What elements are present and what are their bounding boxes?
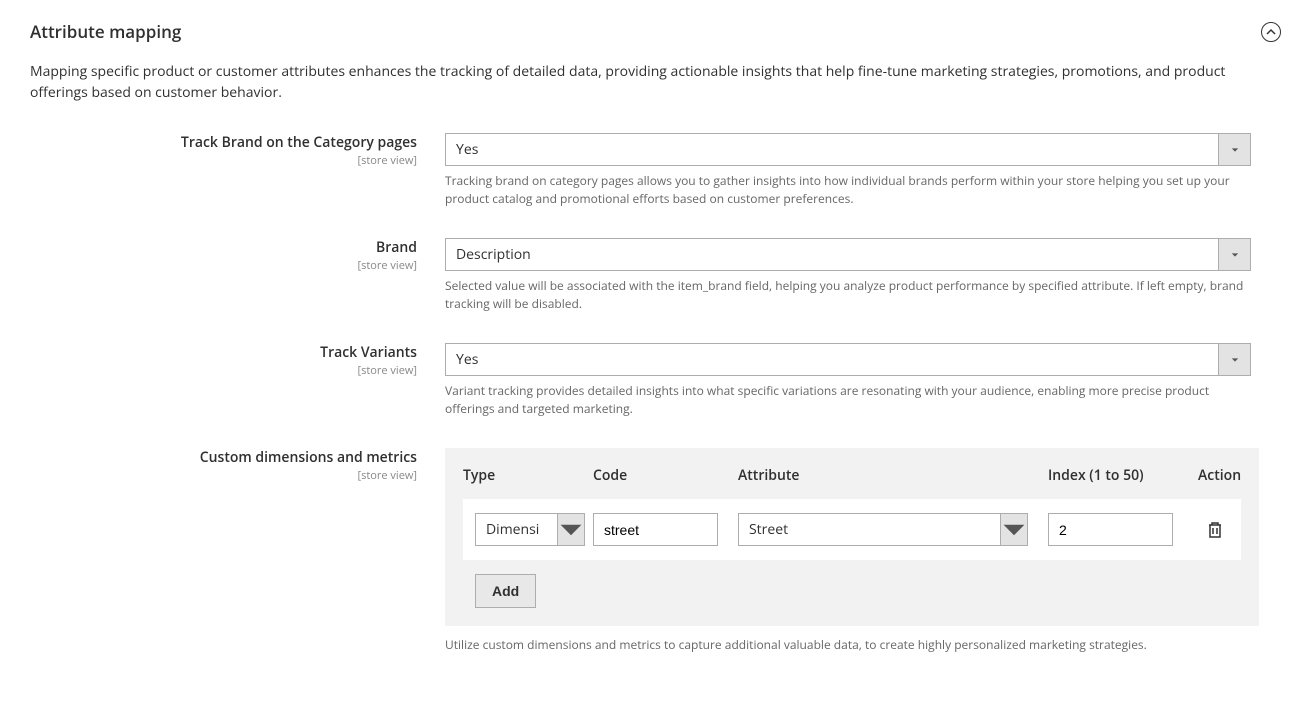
field-label-col: Custom dimensions and metrics [store vie… xyxy=(30,448,445,654)
col-header-action: Action xyxy=(1198,466,1241,485)
select-value: Street xyxy=(738,513,1000,546)
section-description: Mapping specific product or customer att… xyxy=(30,61,1281,103)
field-brand: Brand [store view] Description Selected … xyxy=(30,238,1281,313)
field-help: Utilize custom dimensions and metrics to… xyxy=(445,636,1259,654)
section-title: Attribute mapping xyxy=(30,20,181,43)
row-type-select[interactable]: Dimensi xyxy=(475,513,585,546)
collapse-toggle[interactable] xyxy=(1261,22,1281,42)
field-track-variants: Track Variants [store view] Yes Variant … xyxy=(30,343,1281,418)
chevron-down-icon xyxy=(1000,513,1028,546)
field-label-col: Track Brand on the Category pages [store… xyxy=(30,133,445,208)
add-button[interactable]: Add xyxy=(475,574,536,608)
field-control-col: Description Selected value will be assoc… xyxy=(445,238,1281,313)
custom-dims-container: Type Code Attribute Index (1 to 50) Acti… xyxy=(445,448,1259,626)
field-label: Track Brand on the Category pages xyxy=(30,133,417,152)
field-help: Variant tracking provides detailed insig… xyxy=(445,382,1251,418)
select-value: Yes xyxy=(445,343,1218,376)
custom-dims-header: Type Code Attribute Index (1 to 50) Acti… xyxy=(463,466,1241,499)
track-variants-select[interactable]: Yes xyxy=(445,343,1251,376)
field-control-col: Type Code Attribute Index (1 to 50) Acti… xyxy=(445,448,1289,654)
field-track-brand: Track Brand on the Category pages [store… xyxy=(30,133,1281,208)
field-control-col: Yes Tracking brand on category pages all… xyxy=(445,133,1281,208)
field-scope: [store view] xyxy=(30,363,417,378)
chevron-down-icon xyxy=(1218,343,1251,376)
field-label: Brand xyxy=(30,238,417,257)
field-help: Selected value will be associated with t… xyxy=(445,277,1251,313)
row-code-input[interactable] xyxy=(593,513,718,546)
col-header-code: Code xyxy=(593,466,738,485)
col-header-type: Type xyxy=(463,466,593,485)
field-label-col: Track Variants [store view] xyxy=(30,343,445,418)
field-control-col: Yes Variant tracking provides detailed i… xyxy=(445,343,1281,418)
col-header-attribute: Attribute xyxy=(738,466,1048,485)
trash-icon xyxy=(1207,521,1223,539)
field-label: Track Variants xyxy=(30,343,417,362)
chevron-down-icon xyxy=(1218,238,1251,271)
chevron-down-icon xyxy=(1218,133,1251,166)
field-scope: [store view] xyxy=(30,468,417,483)
chevron-down-icon xyxy=(557,513,585,546)
field-scope: [store view] xyxy=(30,153,417,168)
custom-dims-row: Dimensi Street xyxy=(463,499,1241,560)
field-custom-dims: Custom dimensions and metrics [store vie… xyxy=(30,448,1281,654)
select-value: Yes xyxy=(445,133,1218,166)
section-header: Attribute mapping xyxy=(30,20,1281,43)
add-row: Add xyxy=(463,560,1241,608)
col-header-index: Index (1 to 50) xyxy=(1048,466,1198,485)
track-brand-select[interactable]: Yes xyxy=(445,133,1251,166)
field-label-col: Brand [store view] xyxy=(30,238,445,313)
field-label: Custom dimensions and metrics xyxy=(30,448,417,467)
select-value: Description xyxy=(445,238,1218,271)
brand-select[interactable]: Description xyxy=(445,238,1251,271)
select-value: Dimensi xyxy=(475,513,557,546)
field-scope: [store view] xyxy=(30,258,417,273)
chevron-up-icon xyxy=(1266,27,1276,37)
delete-row-button[interactable] xyxy=(1207,521,1223,539)
row-attribute-select[interactable]: Street xyxy=(738,513,1028,546)
row-index-input[interactable] xyxy=(1048,513,1173,546)
field-help: Tracking brand on category pages allows … xyxy=(445,172,1251,208)
